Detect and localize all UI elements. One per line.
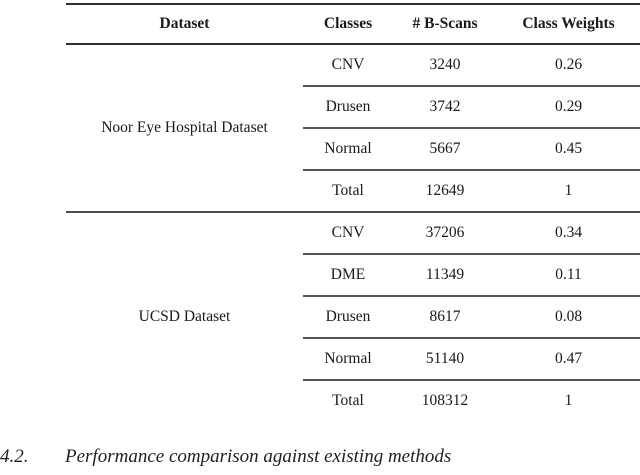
cell-weight: 0.08 [554, 308, 583, 325]
cell-class: CNV [331, 56, 365, 73]
cell-class: Normal [324, 350, 372, 367]
header-bscans: # B-Scans [412, 15, 478, 32]
table-row: DME 11349 0.11 [303, 255, 640, 297]
cell-class: Normal [324, 140, 372, 157]
cell-class: Total [332, 392, 364, 409]
cell-bscans: 5667 [429, 140, 461, 157]
group-rows: CNV 37206 0.34 DME 11349 0.11 Drusen 861… [303, 213, 640, 421]
group-rows: CNV 3240 0.26 Drusen 3742 0.29 Normal 56… [303, 45, 640, 211]
table-row: CNV 3240 0.26 [303, 45, 640, 87]
cell-bscans: 3240 [429, 56, 461, 73]
table-row: Normal 5667 0.45 [303, 129, 640, 171]
header-dataset: Dataset [159, 15, 210, 32]
cell-bscans: 11349 [425, 266, 465, 283]
cell-weight: 1 [564, 182, 573, 199]
table-group-noor: Noor Eye Hospital Dataset CNV 3240 0.26 … [66, 45, 640, 213]
section-number: 4.2. [0, 446, 29, 467]
table-row-total: Total 12649 1 [303, 171, 640, 211]
dataset-name: UCSD Dataset [138, 308, 231, 325]
table-row: CNV 37206 0.34 [303, 213, 640, 255]
table-row: Normal 51140 0.47 [303, 339, 640, 381]
cell-weight: 0.45 [554, 140, 583, 157]
cell-bscans: 3742 [429, 98, 461, 115]
cell-bscans: 8617 [429, 308, 461, 325]
dataset-name: Noor Eye Hospital Dataset [101, 119, 268, 136]
cell-weight: 1 [564, 392, 573, 409]
cell-class: Drusen [325, 98, 371, 115]
table-group-ucsd: UCSD Dataset CNV 37206 0.34 DME 11349 0.… [66, 213, 640, 421]
table-row-total: Total 108312 1 [303, 381, 640, 421]
table-row: Drusen 3742 0.29 [303, 87, 640, 129]
section-title: Performance comparison against existing … [65, 446, 452, 467]
cell-weight: 0.26 [554, 56, 583, 73]
cell-weight: 0.29 [554, 98, 583, 115]
section-heading: 4.2. Performance comparison against exis… [0, 445, 640, 468]
cell-weight: 0.11 [555, 266, 582, 283]
cell-class: Drusen [325, 308, 371, 325]
dataset-statistics-table: Dataset Classes # B-Scans Class Weights … [66, 3, 640, 421]
cell-class: DME [330, 266, 366, 283]
cell-class: Total [332, 182, 364, 199]
cell-class: CNV [331, 224, 365, 241]
cell-weight: 0.47 [554, 350, 583, 367]
cell-weight: 0.34 [554, 224, 583, 241]
table-row: Drusen 8617 0.08 [303, 297, 640, 339]
header-classes: Classes [323, 15, 373, 32]
table-header-row: Dataset Classes # B-Scans Class Weights [66, 5, 640, 45]
cell-bscans: 12649 [425, 182, 465, 199]
cell-bscans: 51140 [425, 350, 465, 367]
header-class-weights: Class Weights [522, 15, 615, 32]
cell-bscans: 108312 [421, 392, 469, 409]
cell-bscans: 37206 [425, 224, 465, 241]
